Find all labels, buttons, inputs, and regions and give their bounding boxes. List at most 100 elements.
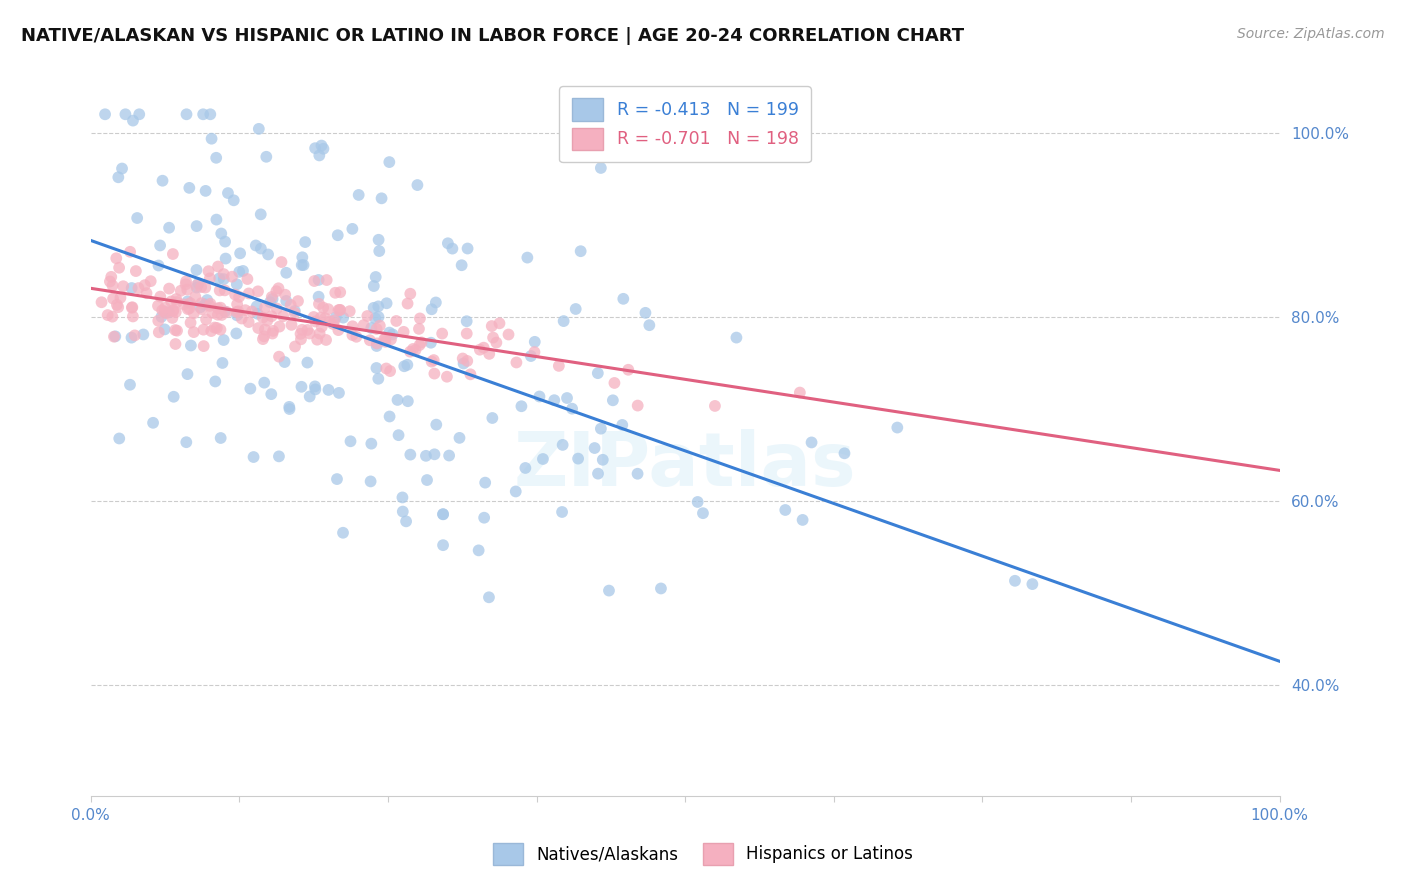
Point <box>186 278 208 293</box>
Point <box>253 322 276 336</box>
Point <box>262 292 284 306</box>
Point <box>374 332 396 346</box>
Point <box>240 304 263 318</box>
Point <box>188 300 211 314</box>
Point <box>132 327 155 342</box>
Point <box>472 510 495 524</box>
Point <box>291 250 314 264</box>
Point <box>257 247 280 261</box>
Point <box>367 372 389 386</box>
Point <box>209 323 232 337</box>
Point <box>529 389 551 403</box>
Point <box>307 333 329 347</box>
Point <box>242 450 264 464</box>
Point <box>262 326 284 341</box>
Point <box>373 332 395 346</box>
Point <box>209 431 232 445</box>
Point <box>200 324 222 338</box>
Point <box>135 286 157 301</box>
Point <box>121 331 143 345</box>
Point <box>366 322 388 336</box>
Point <box>208 284 231 298</box>
Point <box>304 274 326 288</box>
Point <box>520 349 543 363</box>
Point <box>391 505 413 519</box>
Point <box>101 278 124 293</box>
Point <box>326 228 349 243</box>
Point <box>212 333 235 347</box>
Point <box>603 376 626 390</box>
Point <box>198 299 221 313</box>
Point <box>142 416 165 430</box>
Point <box>415 449 437 463</box>
Point <box>187 277 209 291</box>
Point <box>342 319 364 334</box>
Point <box>100 269 122 284</box>
Point <box>467 543 489 558</box>
Point <box>150 303 173 318</box>
Point <box>592 452 614 467</box>
Point <box>103 329 125 343</box>
Point <box>174 274 197 288</box>
Point <box>267 450 290 464</box>
Point <box>312 142 335 156</box>
Point <box>703 399 725 413</box>
Point <box>262 324 284 338</box>
Point <box>422 353 444 368</box>
Point <box>250 242 273 256</box>
Point <box>329 302 352 317</box>
Point <box>110 291 132 305</box>
Point <box>583 441 606 455</box>
Point <box>304 379 326 393</box>
Point <box>256 313 278 327</box>
Point <box>153 301 176 315</box>
Point <box>176 367 198 381</box>
Point <box>222 194 245 208</box>
Text: ZIPatlas: ZIPatlas <box>513 429 856 502</box>
Point <box>316 302 339 317</box>
Point <box>260 290 283 304</box>
Point <box>589 161 612 175</box>
Point <box>391 491 413 505</box>
Point <box>153 304 176 318</box>
Point <box>360 475 382 489</box>
Point <box>194 280 217 294</box>
Point <box>328 303 350 318</box>
Point <box>209 227 232 241</box>
Point <box>173 297 195 311</box>
Point <box>367 233 389 247</box>
Point <box>481 411 503 425</box>
Point <box>253 329 276 343</box>
Point <box>278 400 301 414</box>
Point <box>200 297 222 311</box>
Point <box>543 393 565 408</box>
Point <box>589 422 612 436</box>
Point <box>148 326 170 340</box>
Point <box>246 285 269 299</box>
Point <box>318 314 340 328</box>
Point <box>114 107 136 121</box>
Point <box>602 393 624 408</box>
Point <box>217 186 239 200</box>
Point <box>238 315 260 329</box>
Point <box>339 304 361 318</box>
Point <box>380 332 402 346</box>
Point <box>283 306 305 320</box>
Point <box>271 309 294 323</box>
Point <box>274 287 297 301</box>
Point <box>498 327 520 342</box>
Point <box>287 294 309 309</box>
Point <box>254 301 277 315</box>
Point <box>105 298 128 312</box>
Point <box>409 311 432 326</box>
Point <box>290 332 312 346</box>
Point <box>408 322 430 336</box>
Point <box>276 293 298 308</box>
Point <box>366 336 388 351</box>
Point <box>122 113 145 128</box>
Point <box>112 279 135 293</box>
Point <box>179 296 201 310</box>
Point <box>193 323 215 337</box>
Point <box>378 155 401 169</box>
Point <box>186 263 208 277</box>
